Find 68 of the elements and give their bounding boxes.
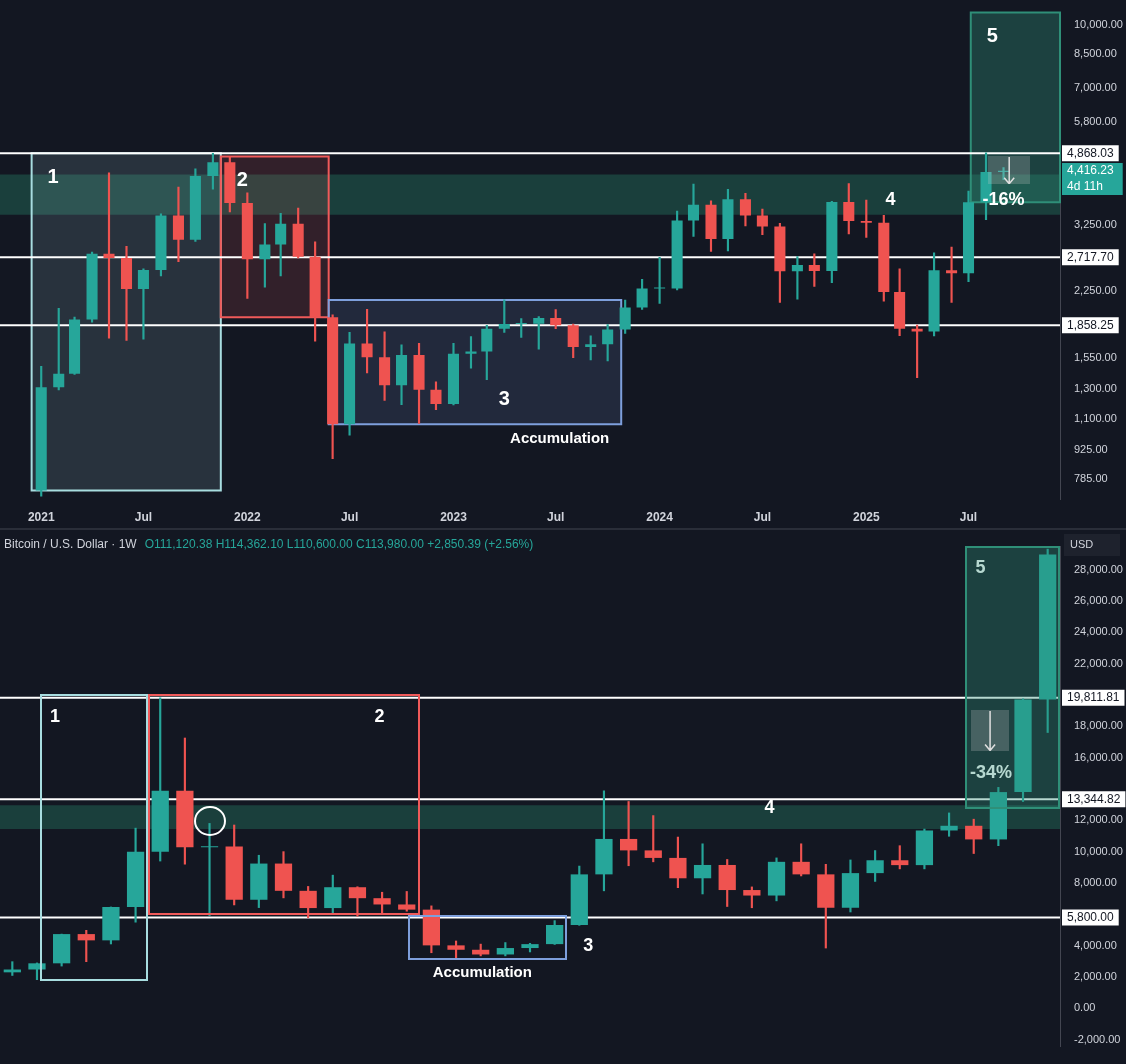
ref-line-label: 2,717.70 [1067,249,1115,264]
ref-line-label: 13,344.82 [1067,791,1121,806]
candlestick [200,823,219,916]
band-label: 5 [986,24,998,47]
band-label: 2 [236,168,248,191]
x-tick-label: 2022 [234,510,262,525]
chart-title: Bitcoin / U.S. Dollar · 1W [4,537,138,552]
ref-line-label: 1,858.25 [1067,317,1115,332]
candlestick [172,186,184,262]
y-tick-label: 2,250.00 [1074,284,1117,297]
candlestick [515,318,527,338]
x-tick-label: 2021 [27,510,55,525]
y-tick-label: 1,100.00 [1074,411,1117,424]
y-tick-label: 24,000.00 [1074,625,1123,638]
text: 4,416.23 [1067,163,1115,178]
annotation: 4 [764,797,775,818]
candlestick [103,172,115,339]
y-tick-label: 0.00 [1074,1001,1096,1014]
y-tick-label: 10,000.00 [1074,844,1123,857]
annotation: 3 [583,934,594,955]
annotation: Accumulation [432,962,532,980]
y-tick-label: 8,500.00 [1074,46,1117,59]
annotation: Accumulation [510,428,610,446]
y-tick-label: 925.00 [1074,442,1108,455]
x-tick-label: Jul [340,510,359,525]
y-tick-label: 7,000.00 [1074,81,1117,94]
y-tick-label: 1,300.00 [1074,382,1117,395]
y-tick-label: 28,000.00 [1074,562,1123,575]
candlestick [693,843,712,895]
ref-line-label: 4,868.03 [1067,145,1115,160]
x-tick-label: 2024 [646,510,674,525]
y-axis-title: USD [1070,538,1094,551]
x-tick-label: 2025 [852,510,880,525]
annotation: 1 [50,705,61,726]
y-tick-label: 2,000.00 [1074,970,1117,983]
y-tick-label: 5,800.00 [1074,115,1117,127]
ref-line-label: 19,811.81 [1067,690,1120,705]
band-label: 1 [47,164,59,187]
candlestick [946,246,958,303]
x-tick-label: Jul [134,510,153,525]
y-tick-label: 12,000.00 [1074,813,1123,826]
text: 4d 11h [1067,179,1103,194]
y-tick-label: 1,550.00 [1074,350,1117,363]
y-tick-label: -2,000.00 [1074,1032,1121,1045]
band-label: 3 [498,386,510,409]
candlestick [687,183,700,237]
annotation: 5 [975,557,986,578]
candlestick [137,268,149,340]
y-tick-label: 10,000.00 [1074,17,1123,30]
annotation: -16% [982,189,1025,210]
annotation: 4 [885,189,896,210]
candlestick [654,257,666,304]
y-tick-label: 26,000.00 [1074,593,1123,606]
x-tick-label: Jul [753,510,772,525]
y-tick-label: 22,000.00 [1074,656,1123,669]
annotation: 2 [374,705,385,726]
candlestick [120,245,133,341]
chart-subtitle: O111,120.38 H114,362.10 L110,600.00 C113,980.00 +2,850.39 (+2.56%) [144,537,534,552]
y-tick-label: 16,000.00 [1074,750,1123,763]
y-tick-label: 3,250.00 [1074,218,1117,231]
y-tick-label: 8,000.00 [1074,876,1117,889]
y-tick-label: 4,000.00 [1074,938,1117,951]
annotation: -34% [970,762,1013,783]
x-tick-label: 2023 [440,510,468,525]
y-tick-label: 18,000.00 [1074,719,1123,732]
x-tick-label: Jul [959,510,978,525]
x-tick-label: Jul [547,510,565,525]
y-tick-label: 785.00 [1074,472,1108,485]
